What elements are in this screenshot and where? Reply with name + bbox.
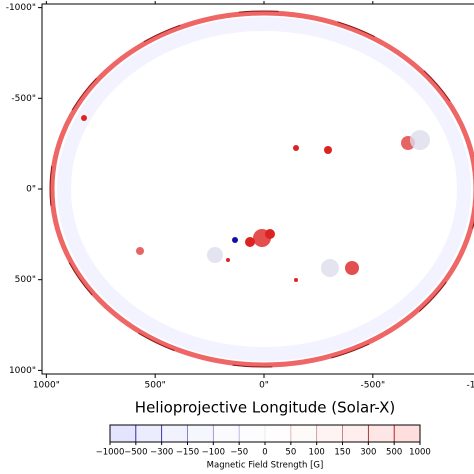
- colorbar: −1000 −500 −300 −150 −100 −50 0 50 100 150 300 500 1…: [96, 424, 431, 458]
- colorbar-segment: [239, 425, 266, 442]
- colorbar-tick-label: −300: [150, 448, 173, 458]
- x-tick-label: -500": [361, 381, 386, 391]
- colorbar-segment: [110, 425, 137, 442]
- colorbar-tick-label: −150: [176, 448, 199, 458]
- colorbar-segment: [290, 425, 318, 442]
- colorbar-label: Magnetic Field Strength [G]: [207, 461, 324, 471]
- y-tick-label: 500": [15, 275, 36, 285]
- x-tick-label: 500": [145, 381, 166, 391]
- x-tick-label: 0": [259, 381, 269, 391]
- colorbar-segment: [342, 425, 369, 442]
- colorbar-segment: [213, 425, 240, 442]
- y-tick-label: -1000": [6, 3, 36, 13]
- colorbar-tick-label: 50: [285, 448, 296, 458]
- colorbar-tick-label: −1000: [96, 448, 125, 458]
- colorbar-tick-label: 100: [309, 448, 325, 458]
- x-axis-label: Helioprojective Longitude (Solar-X): [135, 399, 395, 417]
- colorbar-segment: [187, 425, 214, 442]
- colorbar-segment: [394, 425, 421, 442]
- colorbar-segment: [135, 425, 163, 442]
- colorbar-segment: [316, 425, 343, 442]
- colorbar-tick-label: 500: [386, 448, 402, 458]
- colorbar-segment: [161, 425, 188, 442]
- y-tick-label: 1000": [9, 366, 36, 376]
- colorbar-tick-label: 0: [262, 448, 267, 458]
- x-tick-label: -1000": [466, 381, 474, 391]
- x-tick-label: 1000": [33, 381, 60, 391]
- colorbar-tick-label: 300: [360, 448, 376, 458]
- colorbar-tick-label: −50: [230, 448, 248, 458]
- y-tick-label: 0": [26, 185, 36, 195]
- colorbar-segment: [368, 425, 395, 442]
- colorbar-frame: [109, 424, 421, 443]
- solar-image: [49, 10, 474, 368]
- colorbar-tick-label: 150: [334, 448, 350, 458]
- colorbar-tick-label: −100: [202, 448, 225, 458]
- colorbar-tick-label: 1000: [409, 448, 431, 458]
- colorbar-tick-label: −500: [124, 448, 147, 458]
- colorbar-segment: [265, 425, 292, 442]
- y-tick-label: -500": [11, 94, 36, 104]
